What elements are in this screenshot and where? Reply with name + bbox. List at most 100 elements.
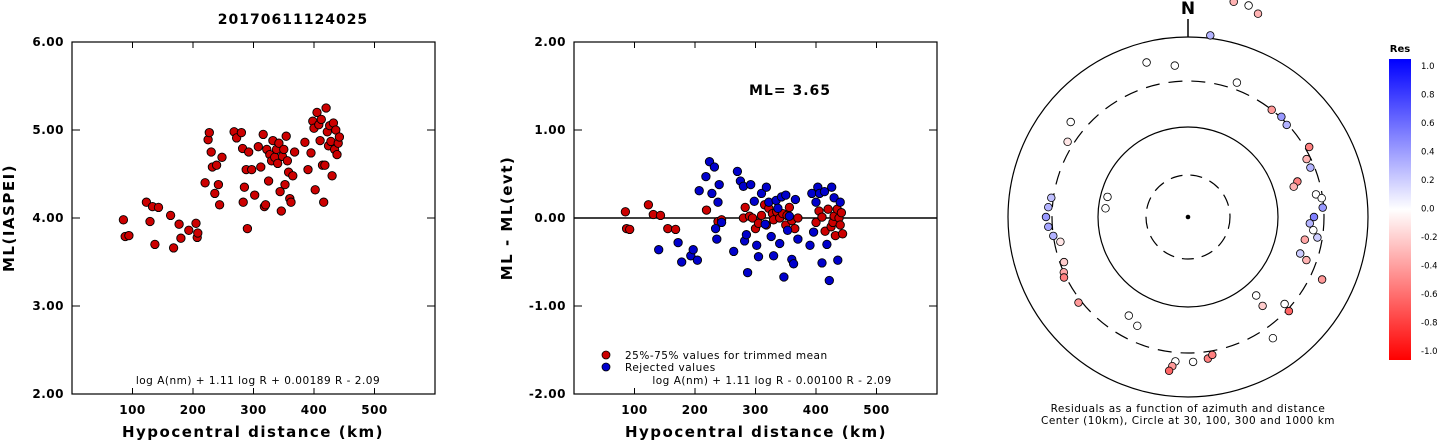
station-point <box>1318 203 1327 212</box>
x-tick-label: 400 <box>803 403 830 417</box>
y-tick-label: 6.00 <box>32 35 64 49</box>
station-point <box>1306 163 1315 172</box>
station-point <box>1044 222 1053 231</box>
data-point <box>742 267 753 278</box>
plot2-formula: log A(nm) + 1.11 log R - 0.00100 R - 2.0… <box>652 375 891 387</box>
data-point <box>760 219 770 229</box>
colorbar-tick-label: 0.4 <box>1421 148 1435 158</box>
data-point <box>312 107 322 118</box>
data-point <box>710 223 721 234</box>
data-point <box>811 217 821 228</box>
data-point <box>204 127 214 138</box>
station-point <box>1208 350 1217 360</box>
x-tick-label: 500 <box>863 403 890 417</box>
data-point <box>781 190 791 200</box>
ring-30km <box>1145 174 1231 260</box>
data-point <box>319 197 329 207</box>
data-point <box>193 228 203 238</box>
data-point <box>701 205 712 215</box>
residual-vs-distance-panel: 100 200 300 400 500 -2.00 -1.00 0.00 1.00 2.00 ML… <box>498 35 938 441</box>
y-tick-label: -2.00 <box>529 387 566 401</box>
polar-caption-line2: Center (10km), Circle at 30, 100, 300 an… <box>1041 415 1335 427</box>
station-point <box>1277 112 1286 121</box>
colorbar-tick-label: -1.0 <box>1421 347 1437 357</box>
station-point <box>1304 142 1314 152</box>
data-point <box>655 210 666 221</box>
data-point <box>327 171 337 181</box>
data-point <box>643 200 654 210</box>
colorbar-tick-label: -0.2 <box>1421 233 1437 243</box>
colorbar-gradient <box>1389 59 1411 360</box>
data-point <box>766 231 776 242</box>
station-point <box>1047 193 1056 202</box>
data-point <box>716 217 727 228</box>
data-point <box>153 202 164 213</box>
data-point <box>217 152 227 162</box>
data-point <box>213 179 224 190</box>
data-point <box>211 160 222 170</box>
station-point <box>1317 193 1326 203</box>
data-point <box>824 275 834 286</box>
data-point <box>790 194 801 205</box>
station-point <box>1103 192 1112 202</box>
data-point <box>184 225 194 235</box>
data-point <box>707 188 717 199</box>
data-point <box>282 156 293 166</box>
data-point <box>808 227 819 237</box>
colorbar-tick-label: 0.6 <box>1421 119 1435 129</box>
legend-marker-rejected <box>601 362 611 372</box>
station-point <box>1253 9 1263 18</box>
data-point <box>741 230 752 240</box>
data-point <box>260 200 271 210</box>
station-point <box>1124 311 1133 320</box>
data-point <box>756 188 767 199</box>
data-point <box>673 237 683 248</box>
data-point <box>713 197 723 207</box>
epicenter-dot <box>1185 214 1191 220</box>
y-tick-label: 4.00 <box>32 211 64 225</box>
data-point <box>768 251 779 261</box>
data-point <box>817 258 827 268</box>
station-point <box>1044 202 1053 212</box>
station-point <box>1302 154 1311 164</box>
data-point <box>752 240 762 250</box>
data-point <box>775 238 785 249</box>
station-residual-points <box>1041 0 1327 375</box>
data-point <box>210 188 220 199</box>
colorbar-title: Res <box>1390 44 1410 55</box>
x-tick-label: 100 <box>621 403 648 417</box>
plot1-ticks: 100 200 300 400 500 2.00 3.00 4.00 5.00 6.00 <box>32 35 435 417</box>
data-point <box>784 211 795 221</box>
colorbar-tick-label: -0.4 <box>1421 262 1437 272</box>
data-point <box>756 210 767 221</box>
data-point <box>168 243 179 253</box>
data-point <box>321 103 331 113</box>
data-point <box>654 245 664 255</box>
station-point <box>1101 204 1110 213</box>
data-point <box>749 196 759 206</box>
station-point <box>1309 225 1318 235</box>
data-point <box>256 162 266 172</box>
data-point <box>145 216 155 227</box>
plot1-points <box>118 103 345 253</box>
data-point <box>176 233 186 243</box>
data-point <box>837 229 848 239</box>
station-point <box>1063 137 1072 146</box>
station-point <box>1059 273 1069 282</box>
station-point <box>1305 219 1314 228</box>
plot2-xlabel: Hypocentral distance (km) <box>625 423 887 441</box>
data-point <box>805 240 815 250</box>
data-point <box>316 114 326 125</box>
x-tick-label: 300 <box>742 403 769 417</box>
data-point <box>732 166 743 177</box>
data-point <box>625 224 635 235</box>
data-point <box>746 179 756 190</box>
plot2-ticks: 100 200 300 400 500 -2.00 -1.00 0.00 1.00 2.00 <box>529 35 937 417</box>
x-tick-label: 300 <box>240 403 267 417</box>
data-point <box>677 257 687 267</box>
colorbar-tick-label: 0.0 <box>1421 205 1435 215</box>
colorbar-tick-label: -0.8 <box>1421 319 1437 329</box>
plot1-xlabel: Hypocentral distance (km) <box>122 423 384 441</box>
y-tick-label: 1.00 <box>534 123 566 137</box>
station-point <box>1295 249 1305 258</box>
